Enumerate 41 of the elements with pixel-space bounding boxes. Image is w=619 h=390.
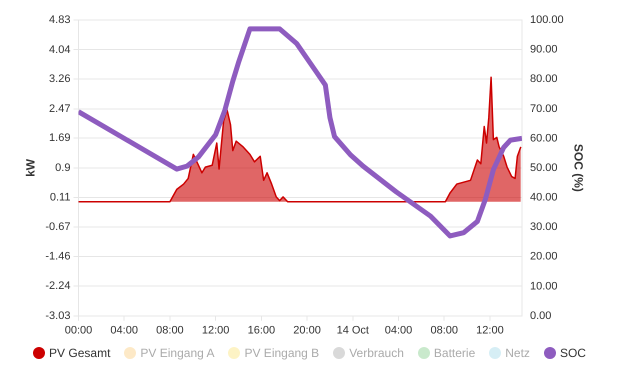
y-tick-label: 2.47	[49, 102, 70, 115]
x-tick-label: 14 Oct	[336, 324, 369, 336]
legend-label: PV Gesamt	[49, 346, 110, 360]
y2-tick-label: 40.00	[530, 192, 558, 204]
y2-tick-label: 20.00	[530, 250, 558, 263]
y-tick-label: 4.83	[49, 14, 70, 26]
x-tick-label: 08:00	[156, 324, 184, 336]
y-tick-label: 0.11	[50, 192, 70, 204]
x-tick-label: 20:00	[293, 324, 321, 336]
x-tick-label: 00:00	[64, 324, 92, 336]
x-tick-label: 16:00	[248, 324, 276, 336]
y2-tick-label: 0.00	[530, 310, 552, 322]
legend-label: Batterie	[434, 346, 476, 360]
y2-tick-label: 30.00	[530, 221, 558, 234]
legend-label: SOC	[560, 346, 586, 360]
y2-axis-title: SOC (%)	[571, 144, 586, 192]
y-tick-label: 3.26	[49, 73, 70, 86]
legend-label: PV Eingang B	[244, 346, 320, 360]
y-tick-label: 1.69	[49, 132, 70, 144]
x-tick-label: 12:00	[476, 324, 504, 336]
y2-tick-label: 90.00	[530, 44, 558, 56]
y2-tick-label: 100.00	[530, 14, 564, 26]
x-tick-label: 08:00	[430, 324, 458, 336]
y-tick-label: -2.24	[45, 280, 70, 292]
y-tick-label: -3.03	[45, 310, 70, 322]
y2-tick-label: 60.00	[530, 132, 558, 144]
y-tick-label: 0.9	[55, 162, 70, 174]
legend-label: PV Eingang A	[140, 346, 214, 360]
y2-tick-label: 80.00	[530, 73, 558, 86]
x-tick-label: 04:00	[110, 324, 138, 336]
legend-label: Netz	[505, 346, 530, 360]
y-tick-label: 4.04	[49, 44, 70, 56]
y-tick-label: -0.67	[45, 221, 70, 234]
y2-tick-label: 10.00	[530, 280, 558, 292]
x-tick-label: 12:00	[202, 324, 230, 336]
y2-tick-label: 50.00	[530, 162, 558, 174]
legend-label: Verbrauch	[349, 346, 404, 360]
x-tick-label: 04:00	[384, 324, 412, 336]
y-tick-label: -1.46	[45, 250, 70, 263]
y-axis-title: kW	[24, 158, 38, 177]
y2-tick-label: 70.00	[530, 102, 558, 115]
